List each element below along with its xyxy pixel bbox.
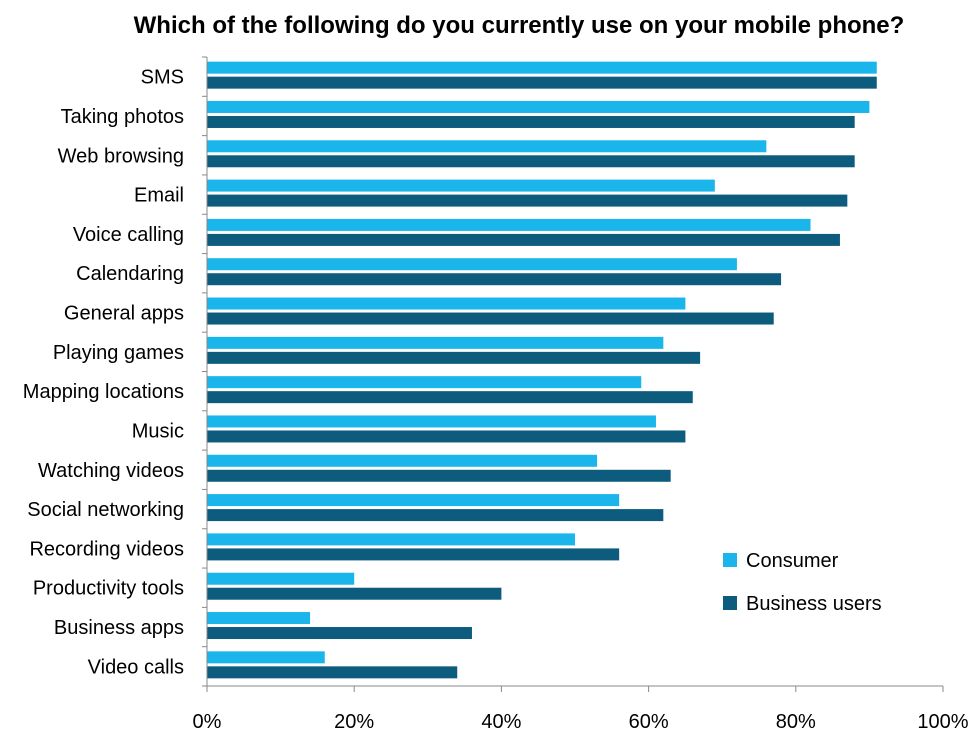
category-labels: SMS Taking photos Web browsing Email Voice c… [23,67,184,679]
bar-business-users [207,155,855,168]
bar-consumer [207,297,686,310]
bar-consumer [207,376,642,389]
category-label: Video calls [88,656,184,678]
bar-business-users [207,233,840,246]
bar-business-users [207,469,671,482]
x-tick-label: 0% [193,711,222,733]
legend-label: Consumer [746,550,839,572]
x-tick-label: 100% [917,711,968,733]
bar-business-users [207,509,664,522]
bar-consumer [207,179,715,192]
category-label: Mapping locations [23,381,184,403]
bar-consumer [207,494,620,507]
x-tick-label: 40% [481,711,521,733]
bar-business-users [207,312,774,325]
bar-consumer [207,612,311,625]
x-tick-label: 80% [776,711,816,733]
x-tick-label: 20% [334,711,374,733]
bar-consumer [207,140,767,153]
bar-business-users [207,627,472,640]
category-label: Web browsing [58,145,184,167]
bar-consumer [207,61,877,74]
chart-title: Which of the following do you currently … [134,12,905,39]
legend-swatch [723,553,737,567]
x-tick-label: 60% [629,711,669,733]
bar-consumer [207,336,664,349]
bar-business-users [207,587,502,600]
legend-label: Business users [746,593,882,615]
bar-consumer [207,651,325,664]
category-label: General apps [64,303,184,325]
category-label: Taking photos [61,106,184,128]
bar-business-users [207,194,848,207]
bars-group [207,61,877,679]
bar-consumer [207,454,598,467]
bar-consumer [207,100,870,113]
bar-business-users [207,351,701,364]
category-label: Recording videos [29,538,184,560]
bar-consumer [207,415,656,428]
category-label: Watching videos [38,460,184,482]
bar-business-users [207,115,855,128]
bar-business-users [207,430,686,443]
legend: Consumer Business users [723,550,882,615]
bar-business-users [207,548,620,561]
category-label: Playing games [53,342,184,364]
bar-business-users [207,666,458,679]
category-label: Voice calling [73,224,184,246]
category-label: Business apps [54,617,184,639]
legend-swatch [723,596,737,610]
category-label: Calendaring [76,263,184,285]
category-label: Email [134,185,184,207]
category-label: Social networking [27,499,184,521]
category-label: Music [132,420,184,442]
bar-business-users [207,391,693,404]
category-label: Productivity tools [33,578,184,600]
category-label: SMS [141,67,184,89]
bar-business-users [207,76,877,89]
bar-consumer [207,258,737,271]
bar-consumer [207,533,575,546]
x-axis: 0% 20% 40% 60% 80% 100% [193,56,969,733]
bar-business-users [207,273,782,286]
bar-consumer [207,572,355,585]
bar-consumer [207,218,811,231]
